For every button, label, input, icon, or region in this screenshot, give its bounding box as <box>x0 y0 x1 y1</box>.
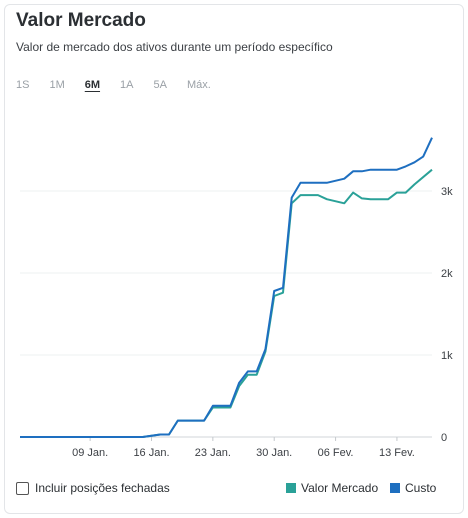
market-value-card <box>4 4 464 514</box>
series-line-market-value <box>20 168 433 438</box>
tab-1a[interactable]: 1A <box>120 79 134 91</box>
series-line-cost <box>20 137 433 438</box>
tab-1m[interactable]: 1M <box>49 79 65 91</box>
range-tabs: 1S 1M 6M 1A 5A Máx. <box>16 79 231 91</box>
legend-swatch-market-value <box>286 483 296 493</box>
y-tick-label: 0 <box>441 432 447 444</box>
tab-6m[interactable]: 6M <box>84 79 101 91</box>
page-title: Valor Mercado <box>16 10 146 31</box>
legend-item-market-value: Valor Mercado <box>286 481 378 495</box>
y-tick-label: 1k <box>441 350 453 362</box>
include-closed-label: Incluir posições fechadas <box>35 481 170 495</box>
page-subtitle: Valor de mercado dos ativos durante um p… <box>16 40 333 54</box>
tab-1s[interactable]: 1S <box>16 79 30 91</box>
include-closed-checkbox[interactable] <box>16 481 29 495</box>
legend-swatch-cost <box>390 483 400 493</box>
legend-label-cost: Custo <box>405 481 437 495</box>
tab-max[interactable]: Máx. <box>186 79 211 91</box>
x-tick-label: 06 Fev. <box>318 447 354 459</box>
x-tick-label: 09 Jan. <box>72 447 108 459</box>
x-tick-label: 30 Jan. <box>256 447 292 459</box>
y-tick-label: 2k <box>441 268 453 280</box>
tab-5a[interactable]: 5A <box>153 79 167 91</box>
x-tick-label: 23 Jan. <box>195 447 231 459</box>
legend-item-cost: Custo <box>390 481 436 495</box>
x-tick-label: 13 Fev. <box>379 447 415 459</box>
legend-label-market-value: Valor Mercado <box>301 481 379 495</box>
include-closed-toggle[interactable]: Incluir posições fechadas <box>16 481 170 495</box>
x-tick-label: 16 Jan. <box>133 447 169 459</box>
y-tick-label: 3k <box>441 186 453 198</box>
